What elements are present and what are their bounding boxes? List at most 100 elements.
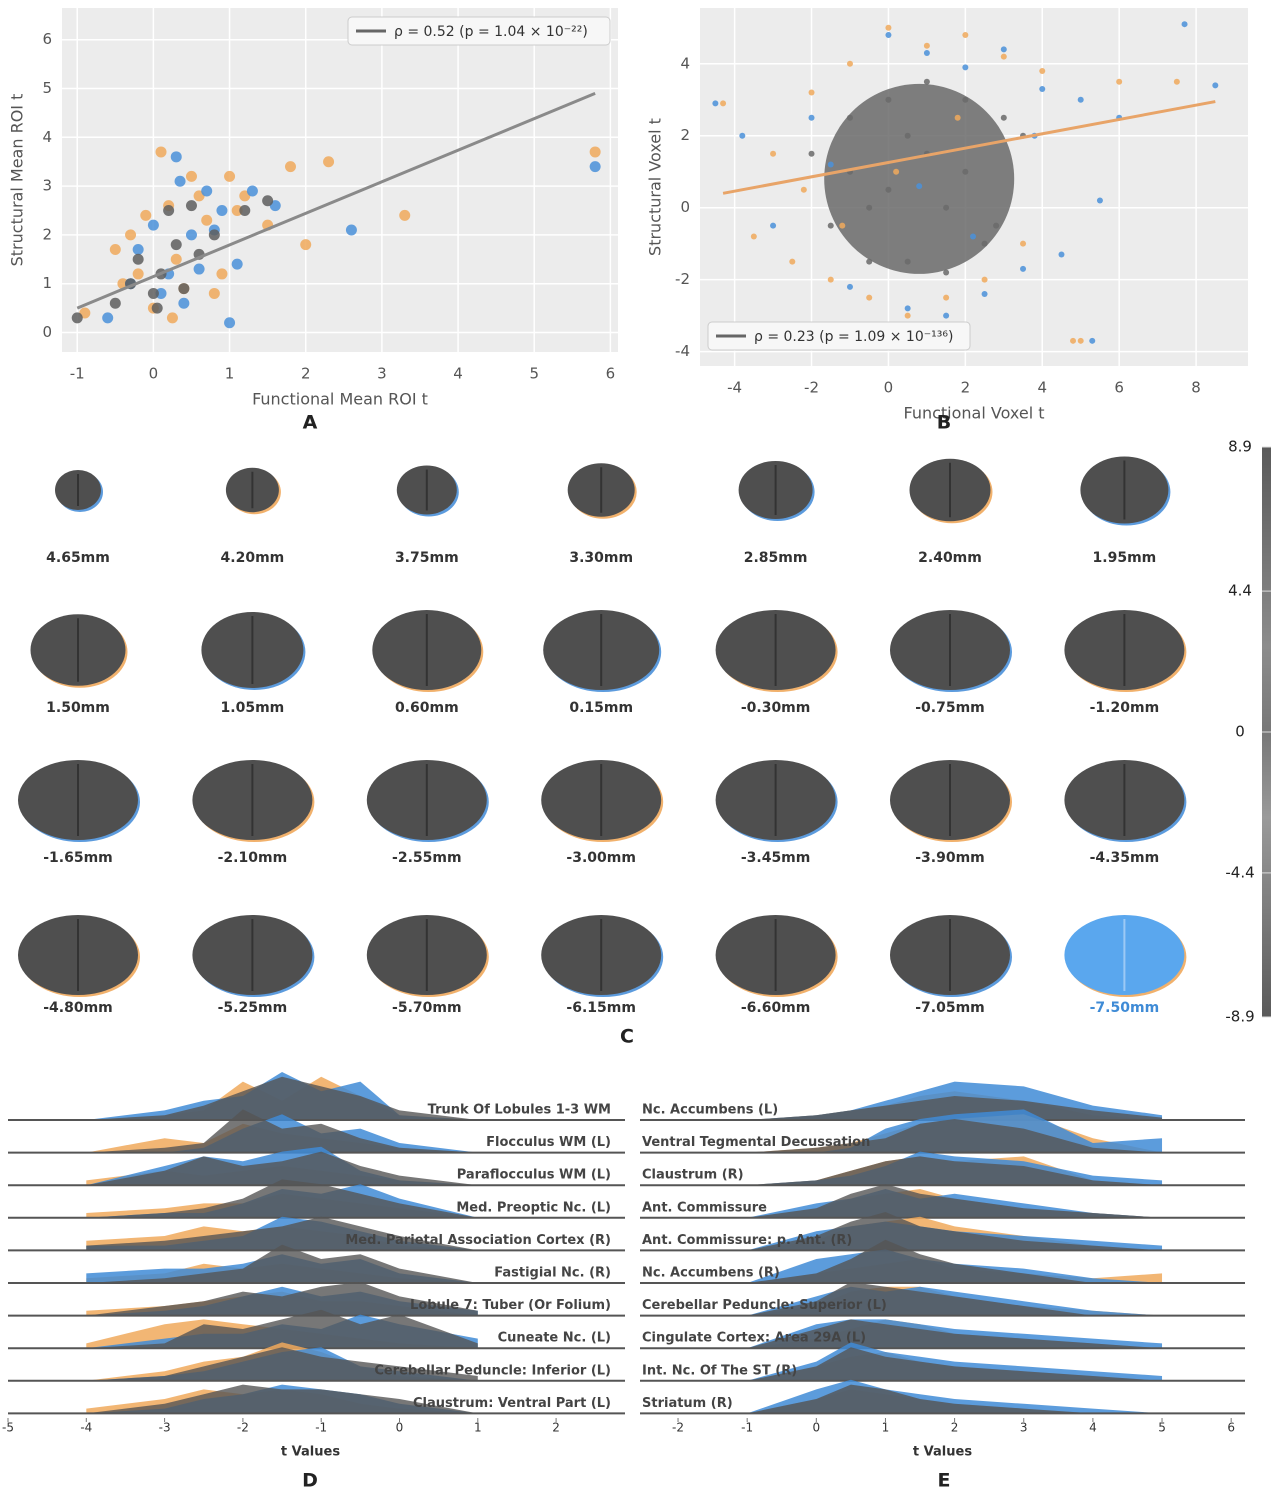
x-tick-label: 5 [1158, 1421, 1166, 1435]
point [175, 176, 186, 187]
x-tick-label: 4 [1037, 379, 1047, 397]
x-axis-label: t Values [281, 1445, 340, 1460]
slice-label: -0.30mm [741, 700, 811, 716]
point [1020, 241, 1026, 247]
slice-label: 3.75mm [395, 550, 459, 566]
point [186, 171, 197, 182]
panel-letter: A [303, 412, 318, 434]
y-axis-label: Structural Mean ROI t [8, 94, 27, 267]
x-tick-label: 6 [606, 365, 616, 383]
x-axis-label: t Values [913, 1445, 972, 1460]
y-tick-label: 6 [42, 30, 52, 48]
slice-label: 3.30mm [569, 550, 633, 566]
point [171, 254, 182, 265]
point [201, 215, 212, 226]
slice-label: -5.25mm [218, 1000, 288, 1016]
row-label: Cingulate Cortex: Area 29A (L) [642, 1331, 866, 1346]
x-tick-label: 2 [951, 1421, 959, 1435]
x-tick-label: 3 [1020, 1421, 1028, 1435]
point [970, 233, 976, 239]
point [590, 146, 601, 157]
row-label: Med. Parietal Association Cortex (R) [345, 1233, 611, 1248]
slice-label: 1.50mm [46, 700, 110, 716]
x-tick-label: 4 [1089, 1421, 1097, 1435]
point [1020, 266, 1026, 272]
slice-label: -4.80mm [43, 1000, 113, 1016]
panel-letter: E [938, 1470, 951, 1491]
y-tick-label: 4 [680, 54, 690, 72]
point [943, 295, 949, 301]
point [102, 312, 113, 323]
x-tick-label: -1 [741, 1421, 753, 1435]
slice-label: 4.20mm [221, 550, 285, 566]
y-axis-label: Structural Voxel t [646, 118, 665, 256]
y-tick-label: 1 [42, 274, 52, 292]
point [828, 223, 834, 229]
point [133, 244, 144, 255]
point [866, 259, 872, 265]
x-axis-label: Functional Mean ROI t [252, 390, 428, 409]
point [399, 210, 410, 221]
point [323, 156, 334, 167]
point [1078, 97, 1084, 103]
row-label: Claustrum: Ventral Part (L) [413, 1396, 611, 1411]
point [993, 223, 999, 229]
point [224, 171, 235, 182]
point [789, 259, 795, 265]
point [1058, 251, 1064, 257]
point [239, 205, 250, 216]
row-label: Trunk Of Lobules 1-3 WM [428, 1103, 611, 1118]
point [167, 312, 178, 323]
slice-label: 2.40mm [918, 550, 982, 566]
colorbar-tick-label: -8.9 [1225, 1008, 1254, 1026]
slice-label: -4.35mm [1090, 850, 1160, 866]
y-tick-label: 0 [680, 198, 690, 216]
point [1089, 338, 1095, 344]
slice-label: -2.55mm [392, 850, 462, 866]
point [982, 241, 988, 247]
point [739, 133, 745, 139]
slice-label: -3.45mm [741, 850, 811, 866]
x-tick-label: 0 [149, 365, 159, 383]
point [1182, 21, 1188, 27]
point [186, 229, 197, 240]
point [885, 25, 891, 31]
point [171, 239, 182, 250]
point [720, 100, 726, 106]
point [905, 305, 911, 311]
point [943, 269, 949, 275]
x-tick-label: 2 [961, 379, 971, 397]
point [905, 313, 911, 319]
point [216, 205, 227, 216]
point [770, 223, 776, 229]
point [163, 205, 174, 216]
point [982, 277, 988, 283]
point [962, 32, 968, 38]
x-tick-label: -2 [804, 379, 819, 397]
point [216, 268, 227, 279]
y-tick-label: 2 [42, 225, 52, 243]
point [1097, 197, 1103, 203]
slice-label: -3.90mm [915, 850, 985, 866]
row-label: Nc. Accumbens (L) [642, 1103, 778, 1118]
slice-label: -1.65mm [43, 850, 113, 866]
point [770, 151, 776, 157]
point [224, 317, 235, 328]
x-tick-label: 0 [884, 379, 894, 397]
row-label: Cuneate Nc. (L) [498, 1331, 611, 1346]
point [1174, 79, 1180, 85]
slice-label: -7.05mm [915, 1000, 985, 1016]
x-tick-label: -4 [727, 379, 742, 397]
colorbar-tick-label: 0 [1235, 723, 1245, 741]
legend-label: ρ = 0.52 (p = 1.04 × 10⁻²²) [394, 24, 588, 40]
row-label: Cerebellar Peduncle: Superior (L) [642, 1298, 887, 1313]
panel-letter: C [620, 1026, 634, 1048]
x-tick-label: 1 [474, 1421, 482, 1435]
slice-label: -6.60mm [741, 1000, 811, 1016]
slice-label: -2.10mm [218, 850, 288, 866]
x-tick-label: 6 [1227, 1421, 1235, 1435]
point [171, 151, 182, 162]
point [828, 162, 834, 168]
point [300, 239, 311, 250]
point [924, 50, 930, 56]
